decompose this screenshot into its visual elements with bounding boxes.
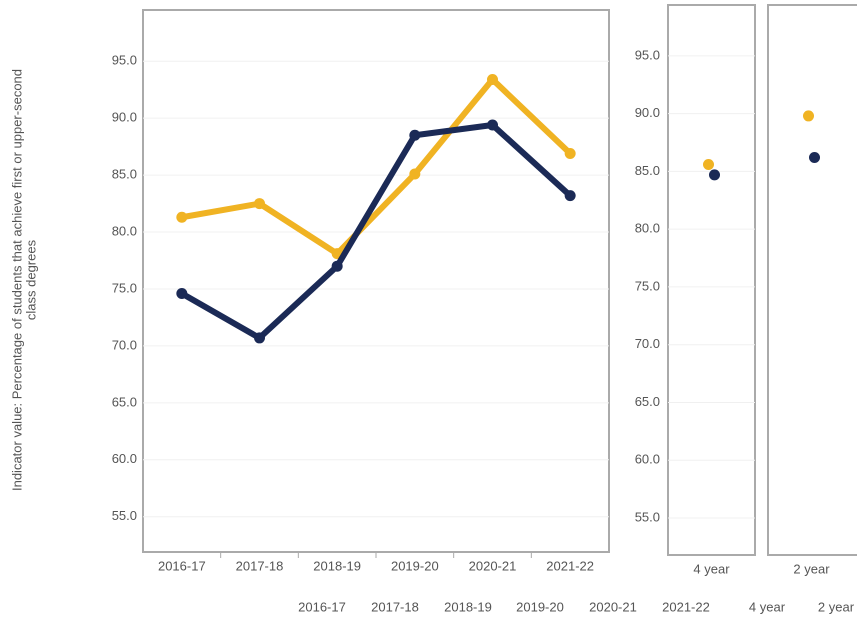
y-tick-label: 75.0 [635, 278, 660, 293]
data-point [709, 169, 720, 181]
data-point [176, 211, 188, 223]
y-tick-label: 70.0 [635, 336, 660, 351]
x-tick-label: 2020-21 [469, 558, 517, 573]
data-point [254, 332, 265, 344]
panel-frame [767, 4, 857, 556]
data-point [254, 198, 265, 210]
footer-label: 2018-19 [444, 599, 492, 614]
y-tick-label: 65.0 [635, 394, 660, 409]
y-tick-label: 90.0 [112, 110, 137, 125]
data-point [564, 147, 576, 159]
y-tick-label: 70.0 [112, 337, 137, 352]
x-tick-label: 4 year [693, 561, 730, 576]
y-tick-label: 75.0 [112, 280, 137, 295]
x-tick-label: 2021-22 [546, 558, 594, 573]
y-tick-label: 95.0 [112, 53, 137, 68]
y-tick-label: 55.0 [635, 509, 660, 524]
y-tick-label: 95.0 [635, 47, 660, 62]
x-tick-label: 2019-20 [391, 558, 439, 573]
y-tick-label: 90.0 [635, 105, 660, 120]
data-point [409, 129, 421, 141]
data-point [564, 190, 576, 202]
footer-label: 4 year [749, 599, 786, 614]
x-tick-label: 2017-18 [236, 558, 284, 573]
y-tick-label: 65.0 [112, 394, 137, 409]
data-point [409, 168, 421, 180]
panel-frame [142, 9, 610, 553]
y-axis-title: Indicator value: Percentage of students … [9, 69, 38, 491]
y-tick-label: 85.0 [112, 167, 137, 182]
data-point [703, 158, 714, 170]
data-point [803, 110, 814, 122]
y-tick-label: 80.0 [635, 221, 660, 236]
series-line [181, 76, 573, 257]
x-tick-label: 2016-17 [158, 558, 206, 573]
footer-label: 2020-21 [589, 599, 637, 614]
y-tick-label: 60.0 [112, 451, 137, 466]
data-point [487, 73, 498, 85]
data-point [176, 288, 188, 300]
y-tick-label: 55.0 [112, 508, 137, 523]
x-tick-label: 2 year [793, 561, 830, 576]
panel-frame [667, 4, 756, 556]
footer-label: 2 year [818, 599, 855, 614]
data-point [487, 119, 498, 131]
y-tick-label: 80.0 [112, 223, 137, 238]
data-point [809, 152, 820, 164]
footer-label: 2017-18 [371, 599, 419, 614]
series-line [180, 122, 573, 341]
footer-label: 2021-22 [662, 599, 710, 614]
y-tick-label: 85.0 [635, 163, 660, 178]
y-tick-label: 60.0 [635, 452, 660, 467]
y-axis-title-line: class degrees [23, 239, 38, 320]
x-tick-label: 2018-19 [313, 558, 361, 573]
data-point [331, 260, 343, 272]
footer-label: 2019-20 [516, 599, 564, 614]
y-axis-title-line: Indicator value: Percentage of students … [9, 69, 24, 491]
footer-label: 2016-17 [298, 599, 346, 614]
